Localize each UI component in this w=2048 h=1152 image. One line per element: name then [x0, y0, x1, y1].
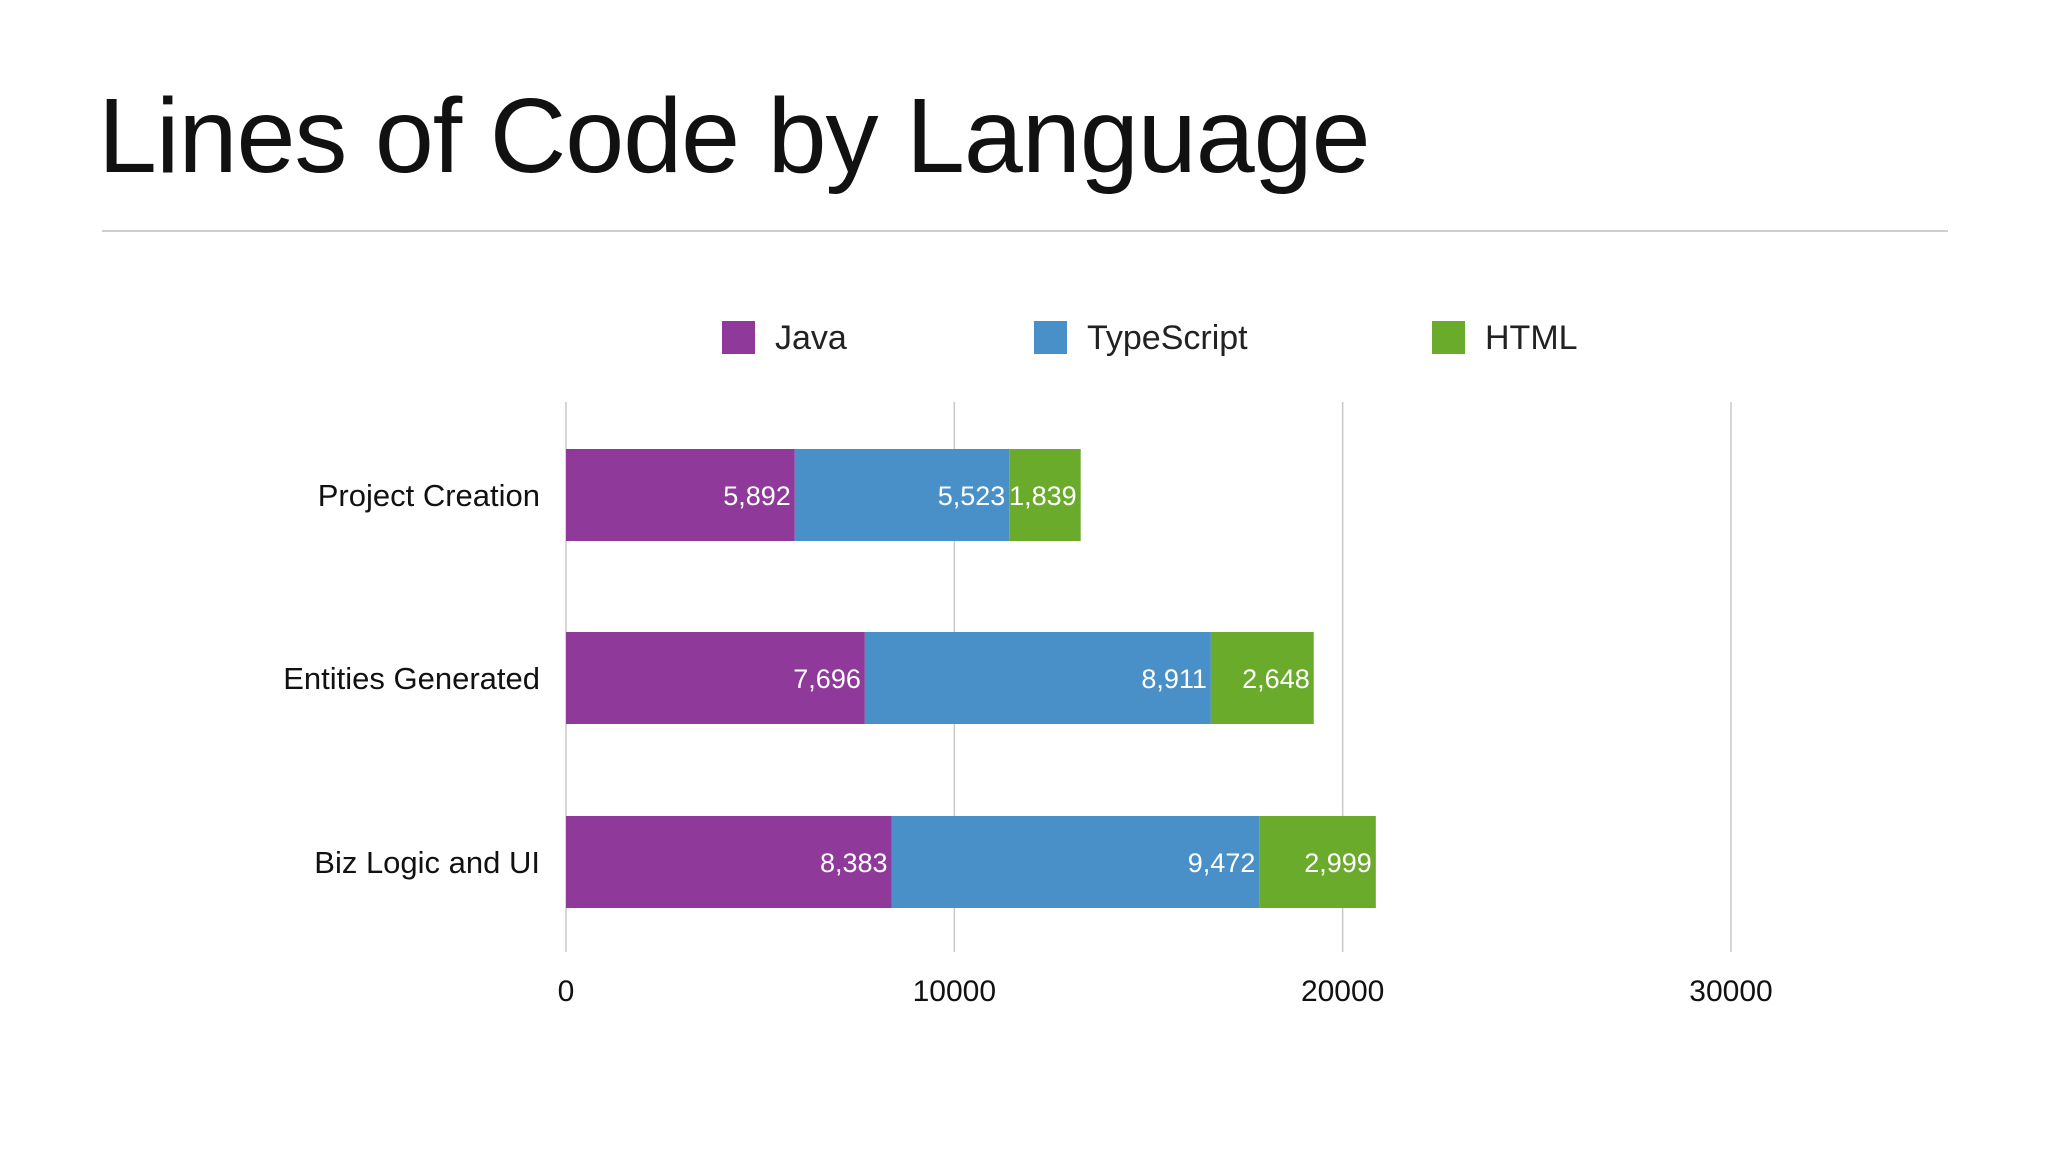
- legend-swatch-typescript: [1034, 321, 1067, 354]
- data-label-typescript: 9,472: [1188, 848, 1256, 878]
- y-category-label: Biz Logic and UI: [314, 845, 540, 880]
- data-label-html: 1,839: [1009, 481, 1077, 511]
- bar-html: [1009, 449, 1081, 541]
- data-label-java: 7,696: [793, 664, 861, 694]
- legend: Java TypeScript HTML: [722, 319, 1578, 357]
- legend-swatch-java: [722, 321, 755, 354]
- legend-swatch-html: [1432, 321, 1465, 354]
- data-labels: 5,892 5,523 1,839 7,696 8,911 2,648 8,383 9,472…: [723, 481, 1372, 878]
- chart-title: Lines of Code by Language: [98, 77, 1371, 195]
- x-tick-label: 10000: [913, 975, 996, 1008]
- data-label-typescript: 8,911: [1141, 664, 1207, 694]
- bar-typescript: [891, 816, 1260, 908]
- legend-label-typescript: TypeScript: [1087, 319, 1248, 357]
- data-label-java: 5,892: [723, 481, 791, 511]
- axes: 0 10000 20000 30000 Project Creation Entities…: [283, 478, 1772, 1008]
- bar-typescript: [794, 449, 1010, 541]
- x-tick-label: 20000: [1301, 975, 1384, 1008]
- y-category-label: Project Creation: [318, 478, 540, 513]
- bars: [566, 449, 1376, 908]
- x-tick-label: 0: [558, 975, 575, 1008]
- bar-java: [566, 449, 795, 541]
- data-label-typescript: 5,523: [938, 481, 1006, 511]
- bar-typescript: [864, 632, 1211, 724]
- data-label-java: 8,383: [820, 848, 888, 878]
- x-tick-label: 30000: [1689, 975, 1772, 1008]
- legend-label-java: Java: [775, 319, 847, 357]
- data-label-html: 2,648: [1242, 664, 1310, 694]
- bar-html: [1259, 816, 1376, 908]
- data-label-html: 2,999: [1304, 848, 1372, 878]
- title-divider: [102, 230, 1948, 232]
- bar-java: [566, 632, 865, 724]
- legend-label-html: HTML: [1485, 319, 1578, 357]
- bar-html: [1210, 632, 1314, 724]
- y-category-label: Entities Generated: [283, 661, 540, 696]
- bar-java: [566, 816, 892, 908]
